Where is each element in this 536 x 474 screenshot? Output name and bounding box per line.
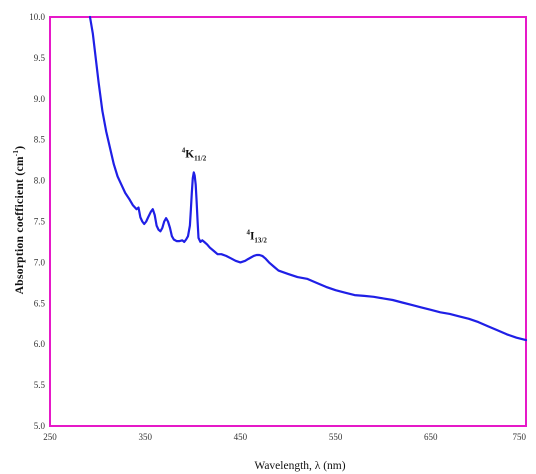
y-axis-ticks: 5.0 5.5 6.0 6.5 7.0 7.5 8.0 8.5 9.0 9.5 10.0 xyxy=(29,12,45,431)
y-tick-label: 7.0 xyxy=(34,257,46,267)
x-tick-label: 450 xyxy=(234,432,248,442)
x-tick-label: 250 xyxy=(43,432,57,442)
y-tick-label: 8.5 xyxy=(34,135,46,145)
y-axis-title-text: Absorption coefficient (cm xyxy=(14,156,26,294)
x-axis-title: Wavelength, λ (nm) xyxy=(254,460,345,472)
absorption-series-line xyxy=(88,15,528,342)
peak-label-term: K xyxy=(185,149,194,161)
peak-label-superscript: 4 xyxy=(246,228,250,236)
y-tick-label: 9.0 xyxy=(34,94,46,104)
y-tick-label: 9.5 xyxy=(34,53,46,63)
peak-label-subscript: 13/2 xyxy=(254,236,267,244)
y-tick-label: 6.0 xyxy=(34,339,46,349)
x-tick-label: 350 xyxy=(138,432,152,442)
x-tick-label: 650 xyxy=(424,432,438,442)
peak-label-subscript: 11/2 xyxy=(194,155,207,163)
peak-label-i132: 4I13/2 xyxy=(246,228,267,244)
plot-frame xyxy=(49,16,527,427)
y-axis-title-close: ) xyxy=(14,146,26,150)
y-tick-label: 5.0 xyxy=(34,421,46,431)
x-axis-ticks: 250 350 450 550 650 750 xyxy=(43,432,526,442)
x-tick-label: 750 xyxy=(513,432,527,442)
peak-label-term: I xyxy=(250,230,255,242)
y-tick-label: 8.0 xyxy=(34,176,46,186)
peak-label-superscript: 4 xyxy=(182,147,186,155)
y-tick-label: 7.5 xyxy=(34,217,46,227)
peak-label-k112: 4K11/2 xyxy=(182,147,207,163)
y-tick-label: 5.5 xyxy=(34,380,46,390)
y-axis-title: Absorption coefficient (cm-1) xyxy=(12,146,26,295)
y-tick-label: 6.5 xyxy=(34,298,46,308)
x-tick-label: 550 xyxy=(329,432,343,442)
y-tick-label: 10.0 xyxy=(29,12,45,22)
y-axis-title-superscript: -1 xyxy=(12,150,20,157)
